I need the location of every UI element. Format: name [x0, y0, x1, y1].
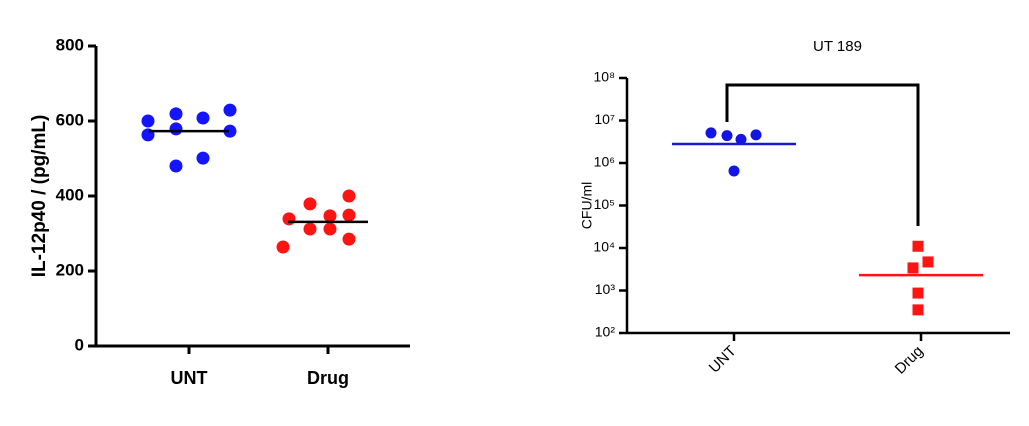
- data-point: [912, 287, 924, 299]
- y-tick-label: 400: [56, 185, 84, 204]
- y-tick-label: 10⁶: [594, 154, 615, 170]
- y-tick-label: 10³: [595, 281, 616, 297]
- data-point: [196, 151, 210, 165]
- data-point: [912, 304, 924, 316]
- data-point: [141, 114, 155, 128]
- x-tick-label: UNT: [706, 343, 740, 377]
- y-tick-label: 200: [56, 260, 84, 279]
- data-point: [735, 133, 747, 145]
- data-point: [912, 240, 924, 252]
- data-point: [323, 222, 337, 236]
- data-point: [303, 222, 317, 236]
- data-point: [169, 159, 183, 173]
- y-tick-label: 10⁵: [594, 196, 615, 212]
- y-tick-label: 10⁴: [593, 239, 615, 255]
- x-tick-label: Drug: [307, 368, 349, 388]
- data-point: [705, 127, 717, 139]
- data-point: [303, 197, 317, 211]
- y-axis-label: IL-12p40 / (pg/mL): [29, 115, 50, 278]
- data-point: [169, 107, 183, 121]
- y-axis-label: CFU/ml: [579, 182, 595, 229]
- chart-title: UT 189: [813, 38, 862, 55]
- x-tick-label: UNT: [171, 368, 208, 388]
- y-tick-label: 600: [56, 110, 84, 129]
- y-tick-label: 10⁷: [594, 111, 615, 127]
- data-point: [907, 262, 919, 274]
- data-point: [282, 212, 296, 226]
- y-tick-label: 10⁸: [594, 69, 616, 85]
- data-point: [342, 189, 356, 203]
- data-point: [323, 209, 337, 223]
- data-point: [721, 130, 733, 142]
- data-point: [750, 129, 762, 141]
- significance-bracket: [725, 83, 920, 226]
- data-point: [276, 240, 290, 254]
- data-point: [196, 111, 210, 125]
- data-point: [342, 232, 356, 246]
- x-tick-label: Drug: [892, 343, 927, 378]
- data-point: [169, 122, 183, 136]
- data-point: [342, 208, 356, 222]
- y-tick-label: 800: [56, 35, 84, 54]
- data-point: [922, 256, 934, 268]
- data-point: [223, 103, 237, 117]
- y-tick-label: 0: [75, 335, 84, 354]
- data-point: [728, 165, 740, 177]
- y-tick-label: 10²: [595, 324, 616, 340]
- data-point: [223, 124, 237, 138]
